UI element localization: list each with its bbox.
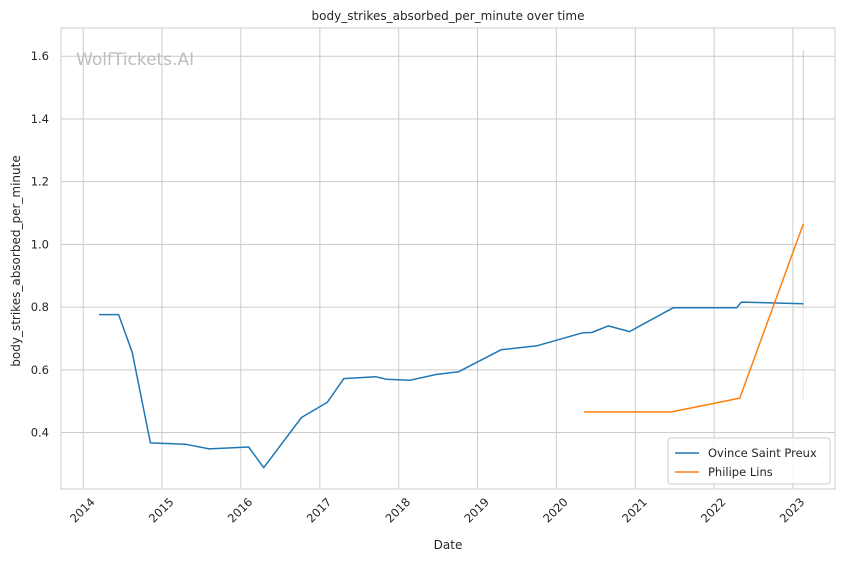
grid-lines — [61, 28, 835, 489]
y-tick-label: 1.4 — [31, 112, 49, 126]
x-axis-title: Date — [434, 538, 463, 552]
y-tick-label: 1.0 — [31, 237, 49, 251]
y-tick-labels: 0.4 0.6 0.8 1.0 1.2 1.4 1.6 — [31, 49, 49, 439]
legend-box — [667, 437, 831, 485]
watermark: WolfTickets.AI — [76, 50, 194, 70]
legend-label-philipe-lins: Philipe Lins — [708, 465, 773, 479]
y-tick-label: 0.6 — [31, 363, 49, 377]
y-tick-label: 0.4 — [31, 426, 49, 440]
series-line-ovince-saint-preux — [99, 301, 804, 469]
series-lines — [99, 223, 805, 469]
plot-frame — [60, 27, 836, 490]
series-line-philipe-lins — [584, 223, 805, 413]
y-tick-label: 1.2 — [31, 175, 49, 189]
chart-title: body_strikes_absorbed_per_minute over ti… — [312, 9, 585, 23]
legend: Ovince Saint Preux Philipe Lins — [667, 437, 831, 485]
y-tick-label: 0.8 — [31, 300, 49, 314]
y-tick-label: 1.6 — [31, 49, 49, 63]
y-axis-title: body_strikes_absorbed_per_minute — [9, 155, 23, 366]
legend-label-ovince-saint-preux: Ovince Saint Preux — [708, 446, 817, 460]
